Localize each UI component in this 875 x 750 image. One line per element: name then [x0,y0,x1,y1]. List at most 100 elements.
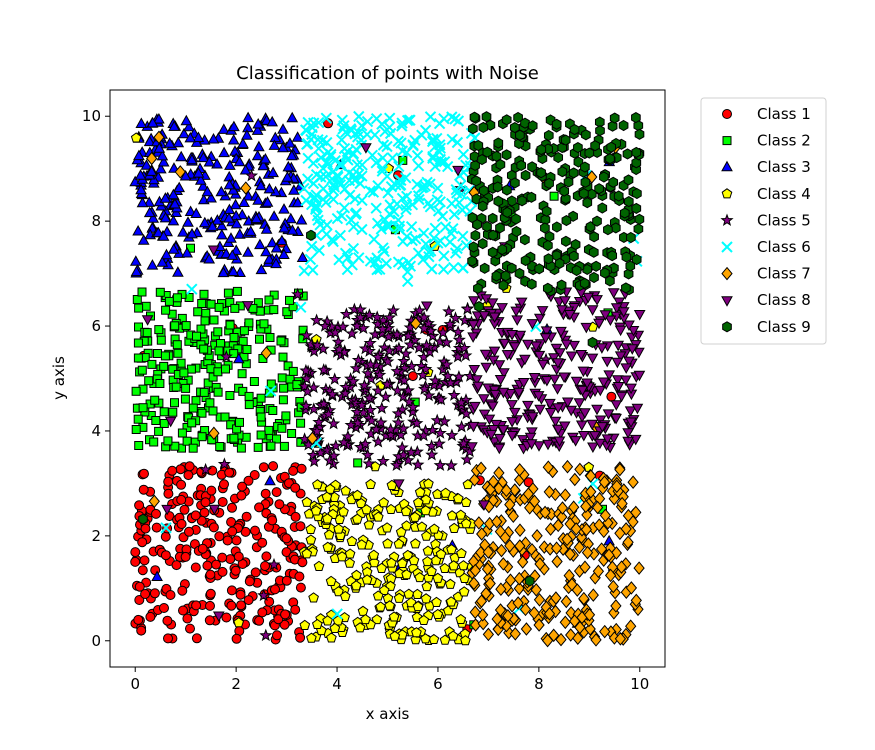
data-point [306,632,317,643]
data-point [214,531,225,542]
data-point [530,341,542,353]
data-point [506,417,518,428]
data-point [423,246,435,258]
data-point [213,387,223,397]
data-point [458,560,469,571]
data-point [310,505,322,516]
data-point [177,428,187,438]
data-point [160,531,171,542]
data-point [389,630,401,641]
data-point [491,514,503,529]
data-point [550,541,563,555]
data-point [519,354,531,366]
data-point [488,437,501,448]
data-point [467,255,477,267]
data-point [331,608,343,620]
data-point [594,438,606,450]
data-point [240,181,252,195]
data-point [306,431,319,446]
data-point [493,195,504,207]
data-point [370,310,384,323]
data-point [401,453,415,467]
data-point [489,389,502,401]
data-point [163,436,173,446]
data-point [277,423,287,433]
data-point [208,372,218,382]
data-point [154,162,167,174]
data-point [598,475,611,489]
data-point [250,567,261,578]
data-point [609,112,620,124]
data-point [312,116,325,129]
data-point [474,301,484,313]
legend-label: Class 7 [757,265,811,283]
data-point [459,406,473,420]
data-point [156,149,169,161]
data-point [575,420,588,432]
plot-frame [109,89,666,668]
data-point [266,115,279,127]
data-point [223,178,236,190]
data-point [622,428,634,439]
data-point [543,485,555,499]
data-point [160,550,171,561]
data-point [510,306,523,318]
data-point [186,283,198,295]
data-point [378,584,390,596]
legend-label: Class 3 [757,158,811,176]
data-point [377,139,390,151]
x-tick-label: 10 [630,675,649,693]
data-point [273,614,284,625]
data-point [536,144,547,156]
data-point [634,128,645,140]
data-point [307,192,320,204]
data-point [353,110,365,123]
legend-item-class-5: Class 5 [720,211,811,229]
data-point [439,562,451,574]
data-point [417,181,430,193]
data-point [143,206,156,218]
data-point [470,229,481,242]
data-point [423,345,437,358]
data-point [400,505,412,517]
data-point [298,182,310,195]
data-point [406,400,420,414]
data-point [497,243,508,256]
data-point [376,322,390,335]
data-point [307,454,321,468]
data-point [206,299,216,309]
data-point [457,262,469,274]
data-point [297,557,308,568]
data-point [428,373,442,387]
data-point [277,123,289,134]
data-point [565,351,578,363]
data-point [594,183,604,195]
data-point [130,547,141,558]
data-point [184,461,195,472]
data-point [493,137,504,149]
data-point [191,633,202,644]
data-point [162,615,173,626]
data-point [333,586,344,597]
data-point [378,245,390,258]
data-point [153,349,162,358]
data-point [400,190,413,203]
data-point [552,403,564,414]
data-point [354,622,366,633]
data-point [395,526,407,537]
data-point [625,581,638,595]
data-point [322,513,333,524]
data-point [133,414,143,424]
data-point [386,152,399,164]
data-point [351,416,365,429]
data-point [131,386,141,396]
data-point [420,301,433,313]
data-point [482,627,495,642]
data-point [599,624,611,639]
data-point [506,262,517,274]
x-tick-label: 8 [534,675,544,693]
data-point [551,118,562,130]
data-point [304,253,317,266]
data-point [447,388,461,401]
data-point [284,137,296,148]
